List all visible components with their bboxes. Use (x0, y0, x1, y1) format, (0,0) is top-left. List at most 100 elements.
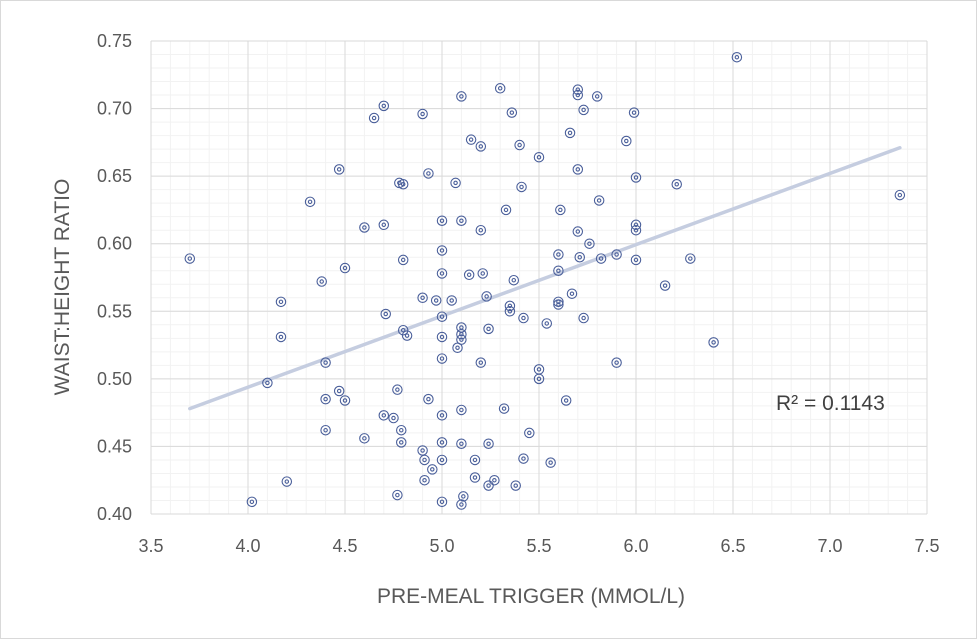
data-point-inner-ring (897, 192, 903, 198)
data-point (419, 474, 430, 486)
data-point (731, 51, 743, 63)
data-point-outer-ring (584, 238, 595, 249)
data-point-outer-ring (419, 454, 430, 466)
data-point-inner-ring (501, 406, 507, 411)
data-point (469, 454, 481, 466)
data-point-inner-ring (342, 398, 348, 403)
data-point-inner-ring (439, 314, 445, 319)
data-point-outer-ring (483, 438, 494, 449)
data-point-inner-ring (319, 279, 324, 284)
data-point-inner-ring (567, 130, 573, 136)
data-point (262, 377, 273, 389)
data-point-inner-ring (662, 283, 668, 288)
data-point-outer-ring (574, 251, 585, 263)
x-tick-label: 5.0 (429, 536, 454, 556)
data-point-inner-ring (480, 271, 485, 276)
data-point (304, 196, 316, 208)
data-point-outer-ring (628, 107, 640, 118)
data-point-inner-ring (581, 315, 586, 321)
data-point (591, 91, 603, 102)
data-point-inner-ring (323, 360, 328, 365)
data-point-inner-ring (513, 483, 518, 488)
y-tick-label: 0.55 (97, 301, 132, 321)
data-point-outer-ring (481, 291, 492, 302)
data-point (578, 104, 589, 116)
data-point-inner-ring (342, 265, 348, 271)
data-point-outer-ring (500, 204, 512, 216)
data-point-inner-ring (587, 241, 592, 246)
data-point-inner-ring (439, 499, 445, 505)
data-point-outer-ring (593, 195, 605, 206)
data-point-outer-ring (436, 353, 448, 364)
data-point-outer-ring (262, 377, 273, 389)
data-point-inner-ring (486, 483, 491, 488)
data-point (469, 472, 481, 483)
data-point (545, 457, 556, 468)
trendline-group (188, 146, 902, 411)
data-point-outer-ring (498, 403, 510, 414)
data-point-inner-ring (544, 321, 550, 326)
data-point (333, 164, 345, 175)
data-point-outer-ring (494, 83, 506, 94)
x-axis-title: PRE-MEAL TRIGGER (MMOL/L) (377, 585, 685, 608)
data-point (578, 312, 589, 324)
data-point-outer-ring (436, 245, 448, 256)
data-point (446, 295, 457, 306)
data-point-inner-ring (536, 154, 542, 160)
data-point-inner-ring (426, 396, 431, 402)
data-point-outer-ring (630, 254, 642, 266)
data-point (477, 268, 488, 279)
data-point-inner-ring (563, 398, 569, 403)
data-point-inner-ring (517, 142, 522, 148)
data-point (572, 89, 584, 101)
data-point-inner-ring (439, 356, 445, 361)
data-point (574, 251, 585, 263)
data-point-outer-ring (397, 179, 409, 190)
data-point-outer-ring (630, 219, 642, 231)
data-point-outer-ring (456, 334, 467, 345)
data-point (481, 291, 492, 302)
data-point (564, 127, 576, 139)
data-point-inner-ring (323, 427, 328, 433)
data-point-outer-ring (463, 269, 475, 281)
data-point-outer-ring (630, 224, 642, 236)
data-point-outer-ring (533, 151, 545, 163)
data-point-inner-ring (478, 227, 484, 233)
data-point-outer-ring (456, 215, 467, 226)
data-point (397, 324, 409, 336)
data-point (518, 312, 529, 324)
data-point (475, 357, 487, 368)
data-point (436, 268, 448, 279)
data-point (516, 181, 527, 193)
data-point (380, 308, 391, 320)
data-point-inner-ring (265, 380, 270, 386)
data-point-outer-ring (731, 51, 743, 63)
data-point-outer-ring (541, 318, 553, 329)
data-point-inner-ring (439, 218, 445, 223)
data-point-inner-ring (371, 115, 377, 121)
data-point (504, 300, 516, 312)
data-point-outer-ring (378, 410, 390, 421)
data-point-inner-ring (399, 427, 404, 433)
data-point-outer-ring (446, 295, 457, 306)
data-point (368, 112, 380, 124)
data-point (630, 224, 642, 236)
data-point (436, 410, 448, 421)
data-point-inner-ring (575, 229, 581, 234)
data-point-inner-ring (507, 303, 513, 309)
data-point-outer-ring (483, 323, 494, 335)
data-point (436, 353, 448, 364)
data-point-inner-ring (472, 475, 478, 480)
data-point (506, 107, 518, 118)
data-point-inner-ring (433, 298, 439, 303)
x-axis-tick-labels: 3.5 4.0 4.5 5.0 5.5 6.0 6.5 7.0 7.5 (138, 536, 939, 556)
data-point (708, 337, 719, 348)
data-point (423, 393, 434, 405)
data-point-inner-ring (459, 407, 464, 413)
data-point (419, 454, 430, 466)
data-point-inner-ring (459, 337, 464, 342)
data-point (458, 491, 469, 502)
data-point-outer-ring (518, 453, 529, 464)
data-point (894, 189, 906, 201)
